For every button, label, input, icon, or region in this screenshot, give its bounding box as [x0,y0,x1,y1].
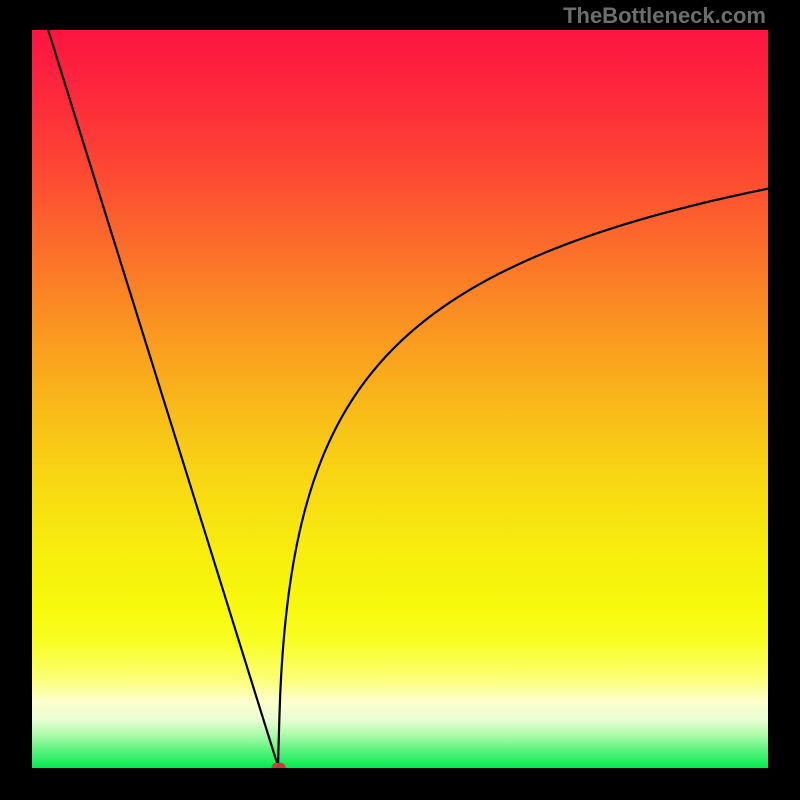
plot-area [32,30,768,768]
curve-layer [32,30,768,768]
resonance-marker [271,763,285,768]
bottleneck-curve [32,30,768,766]
chart-canvas: TheBottleneck.com [0,0,800,800]
attribution-text: TheBottleneck.com [563,3,766,29]
